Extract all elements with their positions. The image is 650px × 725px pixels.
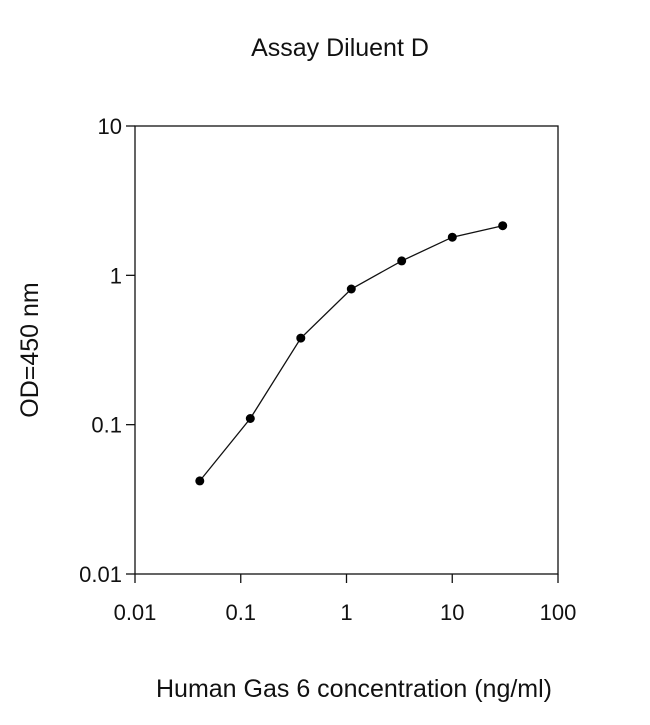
data-point: [296, 333, 306, 343]
x-tick-label: 100: [540, 600, 577, 625]
x-axis-ticks: 0.01 0.1 1 10 100: [114, 574, 577, 625]
data-point: [498, 221, 508, 231]
y-tick-label: 10: [98, 114, 122, 139]
y-axis-label: OD=450 nm: [16, 282, 44, 418]
data-point: [346, 284, 356, 294]
chart-title: Assay Diluent D: [251, 34, 429, 62]
x-tick-label: 0.1: [225, 600, 256, 625]
data-point: [245, 414, 255, 423]
x-tick-label: 0.01: [114, 600, 157, 625]
x-tick-label: 10: [440, 600, 464, 625]
x-tick-label: 1: [340, 600, 352, 625]
data-point: [195, 476, 205, 486]
y-tick-label: 0.01: [79, 562, 122, 587]
y-tick-label: 0.1: [91, 413, 122, 438]
data-point: [397, 256, 407, 266]
series-line: [199, 225, 503, 482]
x-axis-label: Human Gas 6 concentration (ng/ml): [156, 675, 552, 703]
plot-frame: [134, 125, 559, 575]
data-point: [447, 232, 457, 242]
y-axis-ticks: 0.01 0.1 1 10: [79, 114, 135, 587]
y-tick-label: 1: [110, 263, 122, 288]
data-points: [195, 221, 508, 486]
